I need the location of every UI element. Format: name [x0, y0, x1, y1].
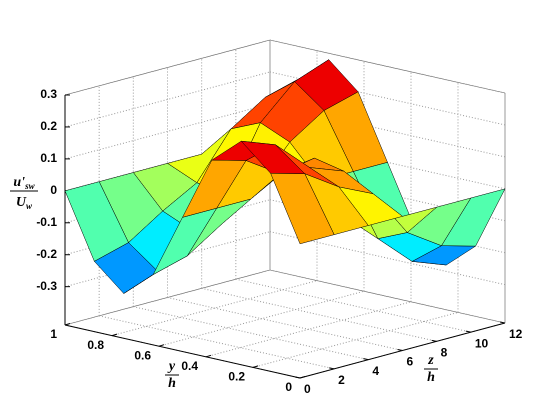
grid-line — [133, 306, 369, 361]
z-label-num-sub: sw — [24, 181, 36, 191]
z-tick-label: 0 — [50, 183, 57, 197]
axis-labels: u'sw Uw y h z h — [10, 175, 438, 391]
surface-patch — [270, 173, 335, 245]
grid-line — [269, 231, 506, 286]
x-tick-label: 10 — [475, 336, 489, 350]
z-label-num: u'sw — [13, 175, 35, 191]
z-label-den-sub: w — [26, 201, 33, 211]
axis-line — [64, 324, 301, 379]
x-label-num: z — [427, 353, 434, 368]
z-tick-label: -0.3 — [36, 279, 57, 293]
z-tick-label: 0.2 — [40, 119, 57, 133]
y-tick-label: 0.8 — [87, 338, 104, 352]
axis-line — [299, 322, 506, 379]
z-tick-label: 0.3 — [40, 87, 57, 101]
y-tick-label: 0.4 — [181, 359, 198, 373]
grid-line — [269, 39, 506, 94]
z-label-num-main: u' — [13, 175, 25, 190]
y-tick-label: 0.6 — [134, 348, 151, 362]
grid-line — [167, 297, 403, 351]
z-tick-label: -0.1 — [36, 215, 57, 229]
x-label-den: h — [427, 370, 435, 385]
x-tick-label: 6 — [407, 355, 414, 369]
y-tick-label: 0 — [285, 380, 292, 394]
x-tick-label: 4 — [372, 364, 379, 378]
z-label-den: Uw — [16, 195, 33, 211]
z-tick-label: 0.1 — [40, 151, 57, 165]
box-edge — [64, 39, 271, 96]
y-label-den: h — [168, 376, 176, 391]
y-tick-label: 1 — [50, 327, 57, 341]
grid-line — [269, 71, 506, 126]
grid-line — [269, 103, 506, 158]
grid-line — [99, 315, 335, 370]
surface — [64, 59, 506, 294]
x-tick-label: 12 — [509, 327, 523, 341]
x-tick-label: 8 — [441, 346, 448, 360]
z-label-den-main: U — [16, 195, 27, 210]
x-tick-label: 0 — [304, 382, 311, 396]
z-tick-label: -0.2 — [36, 247, 57, 261]
grid-line — [201, 287, 437, 342]
x-tick-label: 2 — [338, 373, 345, 387]
grid-line — [235, 278, 471, 333]
y-tick-label: 0.2 — [228, 370, 245, 384]
grid-line — [269, 269, 506, 324]
walls: -0.3 -0.2 -0.1 0 0.1 0.2 0.3 0 2 4 6 8 10 12 0 0.2 0.4 0.… — [36, 39, 523, 396]
y-label-num: y — [167, 359, 176, 374]
